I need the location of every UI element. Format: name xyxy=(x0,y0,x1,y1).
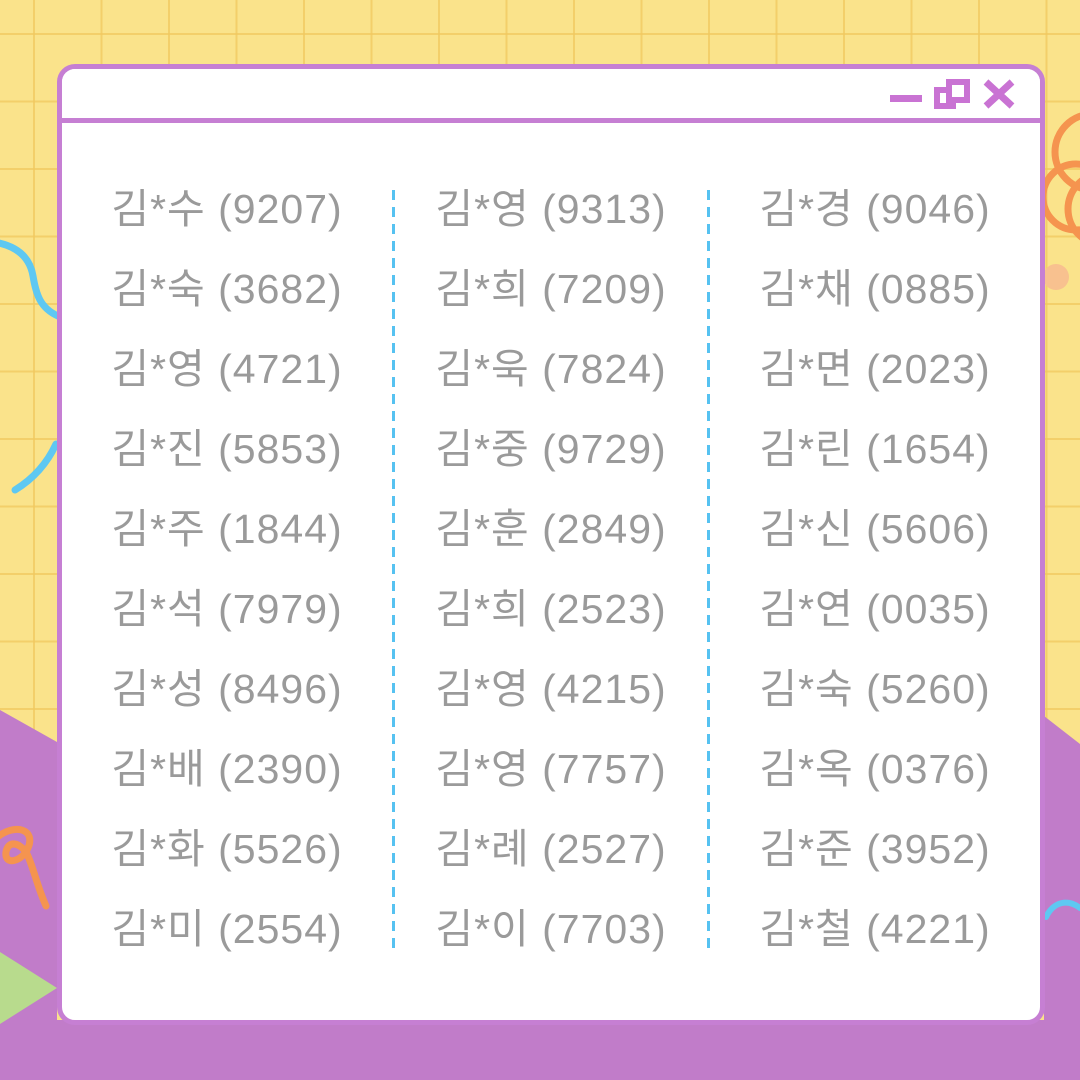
column-divider xyxy=(707,190,710,955)
minimize-icon xyxy=(890,95,922,102)
winner-entry: 김*연 (0035) xyxy=(759,586,991,632)
squiggle-blue-icon xyxy=(0,239,62,320)
winner-entry: 김*옥 (0376) xyxy=(759,746,991,792)
arc-blue-right-icon xyxy=(1043,899,1080,920)
winner-entry: 김*례 (2527) xyxy=(435,826,667,872)
column-divider xyxy=(392,190,395,955)
winner-entry: 김*면 (2023) xyxy=(759,346,991,392)
winner-entry: 김*주 (1844) xyxy=(111,506,343,552)
winner-entry: 김*영 (9313) xyxy=(435,186,667,232)
winner-column-2: 김*영 (9313) 김*희 (7209) 김*욱 (7824) 김*중 (9729)… xyxy=(395,169,707,1020)
loops-orange-icon xyxy=(1039,112,1080,241)
winner-entry: 김*훈 (2849) xyxy=(435,506,667,552)
winner-entry: 김*수 (9207) xyxy=(111,186,343,232)
winner-entry: 김*진 (5853) xyxy=(111,426,343,472)
winner-list: 김*수 (9207) 김*숙 (3682) 김*영 (4721) 김*진 (5853)… xyxy=(62,123,1040,1020)
winner-entry: 김*욱 (7824) xyxy=(435,346,667,392)
app-window: 김*수 (9207) 김*숙 (3682) 김*영 (4721) 김*진 (5853)… xyxy=(57,64,1045,1025)
winner-entry: 김*준 (3952) xyxy=(759,826,991,872)
restore-icon xyxy=(934,78,970,109)
winner-entry: 김*영 (7757) xyxy=(435,746,667,792)
winner-entry: 김*중 (9729) xyxy=(435,426,667,472)
triangle-green-icon xyxy=(0,952,57,1024)
winner-entry: 김*성 (8496) xyxy=(111,666,343,712)
winner-entry: 김*철 (4221) xyxy=(759,906,991,952)
winner-entry: 김*미 (2554) xyxy=(111,906,343,952)
winner-entry: 김*화 (5526) xyxy=(111,826,343,872)
minimize-button[interactable] xyxy=(890,77,922,111)
winner-entry: 김*신 (5606) xyxy=(759,506,991,552)
winner-entry: 김*영 (4721) xyxy=(111,346,343,392)
winner-column-3: 김*경 (9046) 김*채 (0885) 김*면 (2023) 김*린 (1654)… xyxy=(710,169,1040,1020)
winner-entry: 김*채 (0885) xyxy=(759,266,991,312)
winner-entry: 김*경 (9046) xyxy=(759,186,991,232)
winner-entry: 김*숙 (3682) xyxy=(111,266,343,312)
winner-entry: 김*린 (1654) xyxy=(759,426,991,472)
winner-entry: 김*배 (2390) xyxy=(111,746,343,792)
winner-entry: 김*숙 (5260) xyxy=(759,666,991,712)
winner-entry: 김*이 (7703) xyxy=(435,906,667,952)
arc-blue-icon xyxy=(11,440,60,494)
winner-entry: 김*희 (2523) xyxy=(435,586,667,632)
winner-column-1: 김*수 (9207) 김*숙 (3682) 김*영 (4721) 김*진 (5853)… xyxy=(62,169,392,1020)
window-titlebar xyxy=(62,69,1040,123)
script-orange-icon xyxy=(0,825,50,910)
winner-entry: 김*영 (4215) xyxy=(435,666,667,712)
close-icon xyxy=(983,78,1015,109)
purple-shape-right xyxy=(1044,716,1080,1080)
dot-peach-icon xyxy=(1043,264,1069,290)
restore-button[interactable] xyxy=(934,77,970,111)
close-button[interactable] xyxy=(982,77,1016,111)
purple-shape-bottom xyxy=(0,1020,1080,1080)
winner-entry: 김*석 (7979) xyxy=(111,586,343,632)
winner-entry: 김*희 (7209) xyxy=(435,266,667,312)
